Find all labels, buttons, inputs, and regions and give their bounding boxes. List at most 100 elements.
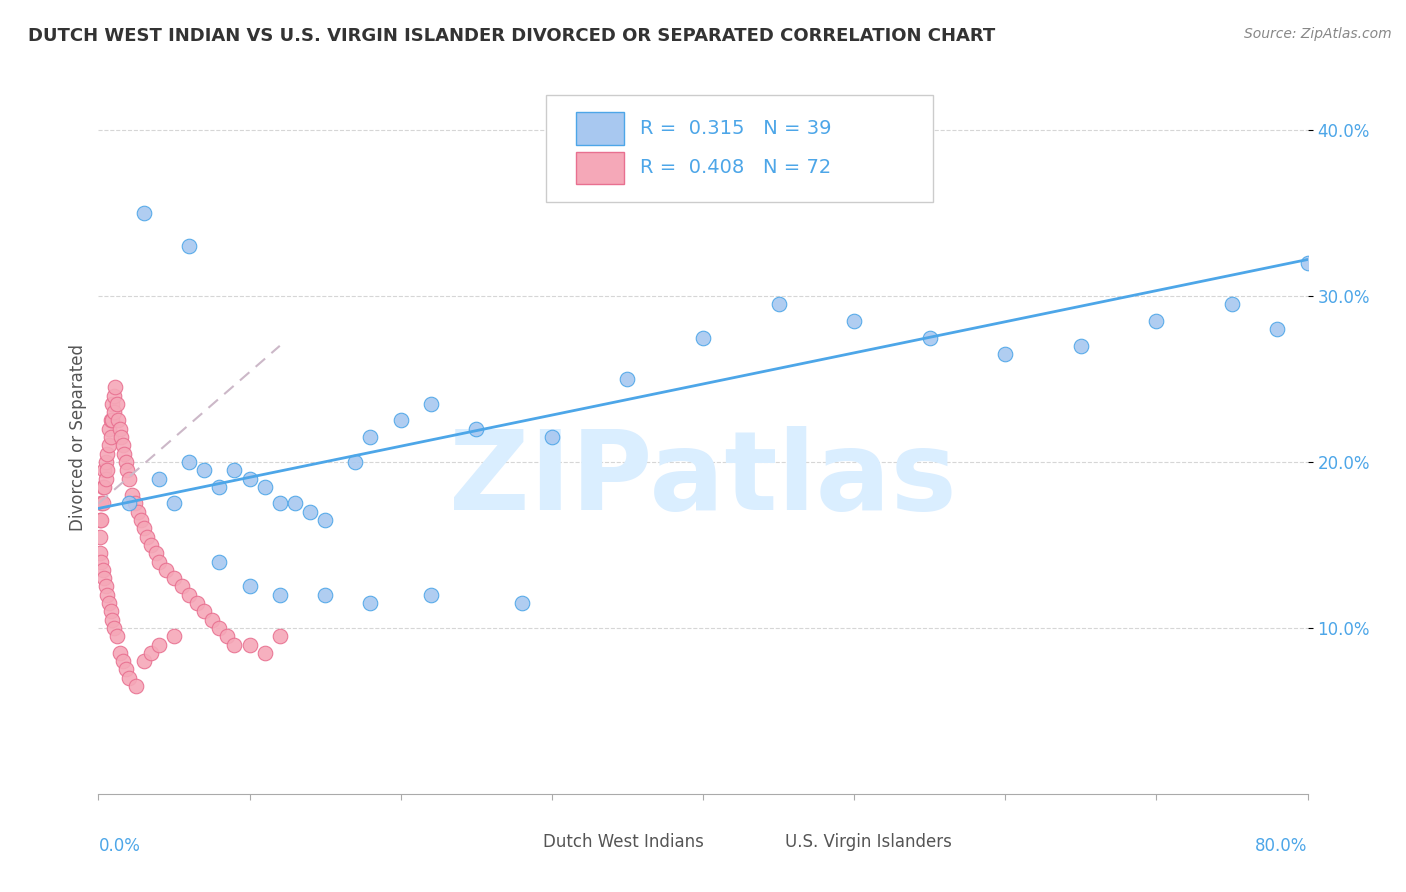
- Point: [269, 588, 291, 602]
- Text: 0.0%: 0.0%: [98, 837, 141, 855]
- Point: [145, 546, 167, 560]
- Point: [208, 621, 231, 635]
- Point: [100, 604, 122, 618]
- Point: [103, 621, 125, 635]
- Point: [103, 388, 125, 402]
- Text: ZIPatlas: ZIPatlas: [449, 426, 957, 533]
- Point: [253, 646, 276, 660]
- Point: [125, 679, 148, 693]
- Point: [115, 463, 138, 477]
- Point: [224, 463, 246, 477]
- Point: [101, 397, 124, 411]
- Point: [91, 496, 114, 510]
- Point: [253, 480, 276, 494]
- Point: [132, 521, 155, 535]
- FancyBboxPatch shape: [727, 826, 776, 858]
- Point: [90, 555, 112, 569]
- Point: [148, 472, 170, 486]
- Text: R =  0.315   N = 39: R = 0.315 N = 39: [640, 119, 831, 137]
- Point: [94, 455, 117, 469]
- Point: [239, 472, 262, 486]
- Point: [114, 662, 136, 676]
- Point: [104, 380, 127, 394]
- Point: [141, 646, 163, 660]
- Point: [193, 463, 215, 477]
- Point: [465, 422, 488, 436]
- Point: [148, 555, 170, 569]
- Point: [114, 455, 136, 469]
- Point: [90, 496, 112, 510]
- Point: [129, 513, 152, 527]
- Point: [105, 629, 128, 643]
- Point: [124, 496, 146, 510]
- Text: R =  0.408   N = 72: R = 0.408 N = 72: [640, 158, 831, 177]
- Point: [208, 480, 231, 494]
- Point: [98, 596, 121, 610]
- Point: [918, 330, 941, 344]
- Point: [135, 530, 157, 544]
- Point: [360, 430, 382, 444]
- Point: [360, 596, 382, 610]
- Point: [344, 455, 367, 469]
- Point: [1070, 339, 1092, 353]
- Point: [179, 239, 201, 253]
- Point: [127, 505, 149, 519]
- Point: [239, 579, 262, 593]
- Point: [96, 447, 118, 461]
- Point: [163, 571, 186, 585]
- Point: [98, 438, 121, 452]
- Point: [193, 604, 215, 618]
- FancyBboxPatch shape: [576, 112, 624, 145]
- Point: [148, 638, 170, 652]
- Point: [239, 638, 262, 652]
- Point: [1220, 297, 1243, 311]
- Point: [93, 571, 115, 585]
- Point: [89, 546, 111, 560]
- Text: U.S. Virgin Islanders: U.S. Virgin Islanders: [785, 833, 952, 851]
- Point: [132, 654, 155, 668]
- FancyBboxPatch shape: [576, 152, 624, 184]
- Point: [163, 629, 186, 643]
- Point: [91, 480, 114, 494]
- Point: [141, 538, 163, 552]
- Point: [94, 472, 117, 486]
- Point: [111, 654, 134, 668]
- Point: [1267, 322, 1289, 336]
- Point: [510, 596, 533, 610]
- Point: [314, 588, 336, 602]
- Point: [284, 496, 307, 510]
- Point: [994, 347, 1017, 361]
- Point: [540, 430, 562, 444]
- Point: [100, 430, 122, 444]
- Point: [93, 463, 115, 477]
- Point: [208, 555, 231, 569]
- Point: [108, 422, 131, 436]
- Point: [107, 413, 129, 427]
- Point: [118, 472, 141, 486]
- Point: [420, 397, 443, 411]
- Point: [98, 422, 121, 436]
- Text: Source: ZipAtlas.com: Source: ZipAtlas.com: [1244, 27, 1392, 41]
- Text: 80.0%: 80.0%: [1256, 837, 1308, 855]
- Point: [110, 430, 132, 444]
- Point: [101, 613, 124, 627]
- Point: [768, 297, 790, 311]
- Point: [91, 563, 114, 577]
- Point: [179, 455, 201, 469]
- Point: [692, 330, 714, 344]
- Point: [96, 588, 118, 602]
- Point: [94, 579, 117, 593]
- Y-axis label: Divorced or Separated: Divorced or Separated: [69, 343, 87, 531]
- Point: [389, 413, 412, 427]
- Point: [314, 513, 336, 527]
- Point: [170, 579, 193, 593]
- Point: [121, 488, 143, 502]
- Point: [224, 638, 246, 652]
- Point: [132, 206, 155, 220]
- Point: [111, 438, 134, 452]
- Point: [89, 530, 111, 544]
- Point: [118, 671, 141, 685]
- Point: [299, 505, 322, 519]
- Point: [269, 496, 291, 510]
- Point: [201, 613, 224, 627]
